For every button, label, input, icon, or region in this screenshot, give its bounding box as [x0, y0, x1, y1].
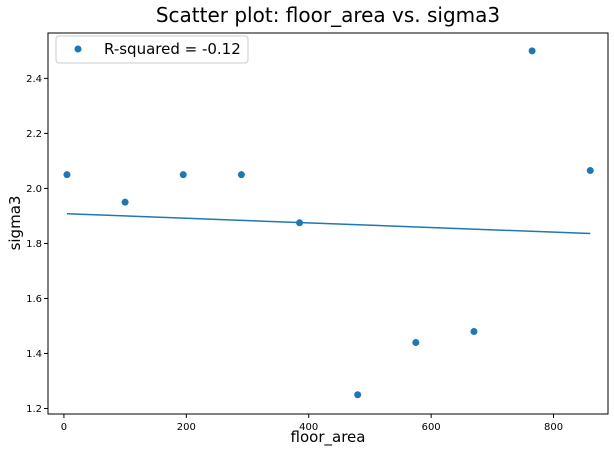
legend-box [55, 35, 249, 64]
y-tick-label: 2.0 [26, 184, 42, 195]
y-tick-label: 1.4 [26, 349, 42, 360]
x-tick-label: 200 [177, 422, 196, 433]
y-axis-label: sigma3 [6, 196, 24, 251]
x-tick-label: 0 [61, 422, 67, 433]
legend-marker [74, 45, 82, 53]
data-point [586, 167, 594, 175]
x-tick-label: 600 [422, 422, 441, 433]
x-axis-label: floor_area [291, 428, 366, 447]
data-point [63, 171, 71, 179]
data-point [470, 327, 478, 335]
y-tick-label: 1.8 [26, 239, 42, 250]
series-layer [63, 47, 594, 399]
legend-label: R-squared = -0.12 [104, 40, 241, 58]
legend: R-squared = -0.12 [55, 35, 249, 64]
data-point [412, 338, 420, 346]
y-tick-label: 1.6 [26, 294, 42, 305]
plot-frame [47, 32, 609, 415]
fit-line [66, 212, 591, 235]
data-point [121, 198, 129, 206]
data-point [296, 219, 304, 227]
plot-area [47, 32, 609, 415]
chart-title: Scatter plot: floor_area vs. sigma3 [156, 3, 500, 27]
y-tick-label: 2.2 [26, 129, 42, 140]
y-axis-ticks: 1.2 1.4 1.6 1.8 2.0 2.2 2.4 [26, 74, 48, 415]
data-point [179, 171, 187, 179]
x-tick-label: 800 [544, 422, 563, 433]
data-point [528, 47, 536, 55]
y-tick-label: 1.2 [26, 404, 42, 415]
x-axis-ticks: 0 200 400 600 800 [61, 414, 563, 433]
y-tick-label: 2.4 [26, 74, 42, 85]
data-point [237, 171, 245, 179]
data-point [354, 391, 362, 399]
x-tick-label: 400 [299, 422, 318, 433]
